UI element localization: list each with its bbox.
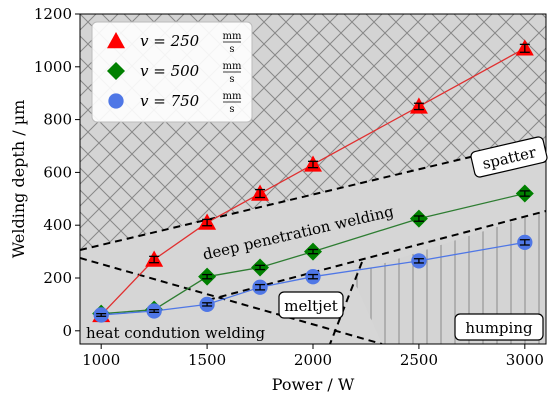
legend-label: v = 500 <box>140 62 200 80</box>
humping-label: humping <box>465 319 533 337</box>
region-label-humping: humping <box>454 313 544 341</box>
y-axis-title: Welding depth / µm <box>9 100 28 259</box>
meltjet-label: meltjet <box>284 297 337 315</box>
error-bar <box>308 160 318 169</box>
legend-entry-3: v = 750 mm s <box>108 91 242 115</box>
legend: v = 250 mm s v = 500 mm s v = 750 mm s <box>91 21 253 123</box>
y-tick-label: 200 <box>43 269 72 287</box>
series-3 <box>93 234 533 323</box>
error-bar <box>519 190 530 197</box>
y-axis: 0 200 400 600 800 1000 1200 <box>34 5 80 340</box>
error-bar <box>308 273 318 280</box>
spatter-boundary-line <box>80 138 546 251</box>
error-bar <box>202 302 213 307</box>
error-bar <box>149 255 160 264</box>
x-tick-label: 2000 <box>294 351 332 369</box>
legend-unit-denominator: s <box>229 44 234 55</box>
error-bar <box>149 309 160 313</box>
error-bar <box>413 215 424 222</box>
legend-marker <box>108 93 124 109</box>
legend-unit-denominator: s <box>229 104 234 115</box>
error-bar <box>308 248 318 255</box>
y-tick-label: 400 <box>43 216 72 234</box>
x-tick-label: 1500 <box>188 351 226 369</box>
legend-entry-1: v = 250 mm s <box>107 31 242 55</box>
legend-unit-numerator: mm <box>223 31 242 42</box>
meltjet-boundary-line <box>207 210 546 301</box>
error-bar <box>96 312 107 317</box>
legend-marker <box>107 62 125 80</box>
error-bar <box>202 273 213 280</box>
legend-box <box>91 21 253 123</box>
error-bar <box>519 43 530 53</box>
humping-boundary-line <box>329 261 363 344</box>
error-bar <box>255 264 266 271</box>
y-tick-label: 800 <box>43 111 72 129</box>
error-bar <box>202 218 213 227</box>
series-layer <box>92 39 534 323</box>
region-boundaries <box>80 138 546 344</box>
error-bar <box>413 102 424 111</box>
x-tick-label: 3000 <box>506 351 544 369</box>
y-tick-label: 1000 <box>34 58 72 76</box>
humping-region <box>351 211 546 344</box>
legend-marker <box>107 32 125 49</box>
error-bar <box>413 258 424 264</box>
error-bar <box>255 188 266 199</box>
legend-label: v = 250 <box>140 32 200 50</box>
y-tick-label: 0 <box>62 322 72 340</box>
legend-unit-denominator: s <box>229 74 234 85</box>
legend-entry-2: v = 500 mm s <box>107 61 242 85</box>
plot-area <box>80 14 546 344</box>
x-axis-title: Power / W <box>272 375 355 394</box>
heat-conduction-boundary-line <box>80 257 383 344</box>
y-tick-label: 1200 <box>34 5 72 23</box>
x-tick-label: 1000 <box>82 351 120 369</box>
x-axis: 1000 1500 2000 2500 3000 <box>82 344 544 369</box>
y-tick-label: 600 <box>43 163 72 181</box>
legend-unit-numerator: mm <box>223 61 242 72</box>
x-tick-label: 2500 <box>400 351 438 369</box>
error-bar <box>519 239 530 246</box>
legend-label: v = 750 <box>140 92 200 110</box>
error-bar <box>255 283 266 291</box>
region-label-meltjet: meltjet <box>278 291 344 319</box>
heat-conduction-label: heat condution welding <box>86 324 265 342</box>
legend-unit-numerator: mm <box>223 91 242 102</box>
